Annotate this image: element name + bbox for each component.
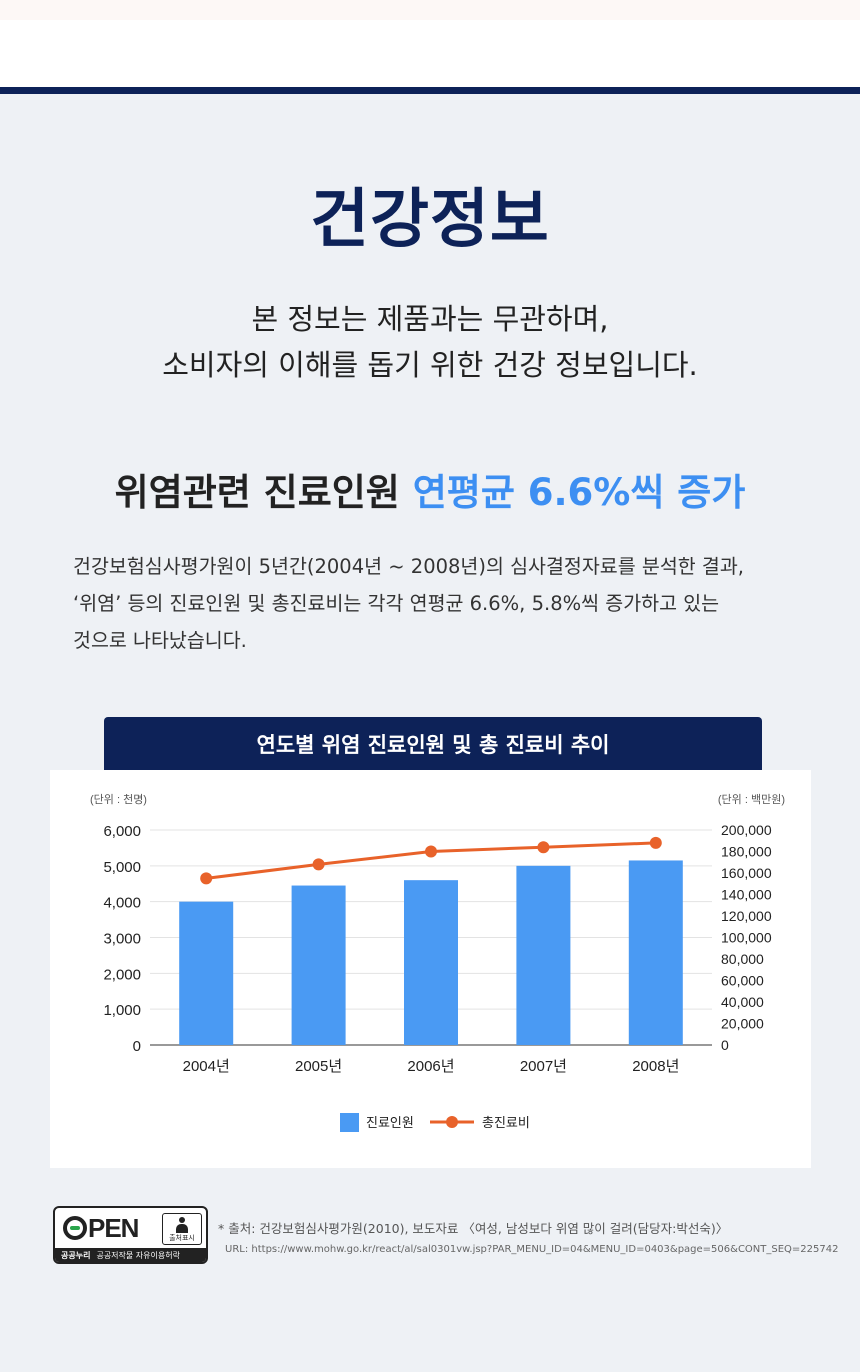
right-tick-label: 200,000	[721, 822, 772, 838]
combo-chart: (단위 : 천명) (단위 : 백만원) 0 1,000 2,000 3,000 4,000…	[90, 792, 785, 1132]
right-tick-label: 40,000	[721, 994, 764, 1010]
open-license-logo: PEN 출처표시 공공누리 공공저작물 자유이용허락	[53, 1206, 208, 1264]
line-point	[649, 836, 662, 849]
x-tick-label: 2004년	[183, 1058, 230, 1075]
left-axis-unit: (단위 : 천명)	[90, 792, 147, 806]
right-tick-label: 80,000	[721, 951, 764, 967]
attribution-badge: 출처표시	[162, 1213, 202, 1245]
open-logo-wordmark: PEN	[63, 1213, 139, 1244]
description-line-1: 건강보험심사평가원이 5년간(2004년 ~ 2008년)의 심사결정자료를 분…	[73, 555, 744, 578]
legend-line-marker	[446, 1116, 458, 1128]
intro-line-2: 소비자의 이해를 돕기 위한 건강 정보입니다.	[162, 348, 698, 382]
headline-highlight: 연평균 6.6%씩 증가	[412, 471, 746, 514]
legend-bar-label: 진료인원	[366, 1115, 414, 1130]
footer: PEN 출처표시 공공누리 공공저작물 자유이용허락 * 출처: 건강보험심사평가…	[53, 1206, 838, 1266]
chart-title-banner: 연도별 위염 진료인원 및 총 진료비 추이	[104, 717, 762, 771]
description: 건강보험심사평가원이 5년간(2004년 ~ 2008년)의 심사결정자료를 분…	[73, 548, 813, 659]
right-tick-label: 140,000	[721, 887, 772, 903]
right-tick-label: 120,000	[721, 908, 772, 924]
x-tick-label: 2005년	[295, 1058, 342, 1075]
chart-card: (단위 : 천명) (단위 : 백만원) 0 1,000 2,000 3,000 4,000…	[50, 770, 811, 1168]
x-tick-label: 2006년	[407, 1058, 454, 1075]
bar	[291, 885, 346, 1045]
bar	[628, 860, 683, 1045]
line-point	[425, 845, 437, 858]
right-tick-label: 100,000	[721, 930, 772, 946]
x-tick-label: 2008년	[632, 1058, 679, 1075]
left-tick-label: 3,000	[103, 931, 141, 948]
line-point	[537, 841, 550, 854]
legend-line-label: 총진료비	[482, 1115, 530, 1130]
right-tick-label: 60,000	[721, 973, 764, 989]
bar	[516, 865, 571, 1045]
top-banner-area	[0, 20, 860, 87]
right-tick-label: 20,000	[721, 1016, 764, 1032]
right-tick-label: 180,000	[721, 844, 772, 860]
top-strip	[0, 0, 860, 20]
open-license-caption: 공공누리 공공저작물 자유이용허락	[55, 1248, 206, 1262]
legend-bar-swatch	[340, 1113, 359, 1132]
bar	[179, 901, 234, 1045]
left-tick-label: 2,000	[103, 966, 141, 983]
left-tick-label: 4,000	[103, 895, 141, 912]
intro-text: 본 정보는 제품과는 무관하며, 소비자의 이해를 돕기 위한 건강 정보입니다…	[0, 296, 860, 388]
left-tick-label: 1,000	[103, 1002, 141, 1019]
page-title: 건강정보	[310, 183, 550, 257]
top-divider	[0, 87, 860, 94]
headline: 위염관련 진료인원 연평균 6.6%씩 증가	[0, 462, 860, 516]
source-url: URL: https://www.mohw.go.kr/react/al/sal…	[225, 1244, 839, 1255]
intro-line-1: 본 정보는 제품과는 무관하며,	[251, 302, 609, 336]
headline-dark: 위염관련 진료인원	[114, 471, 413, 514]
description-line-2: ‘위염’ 등의 진료인원 및 총진료비는 각각 연평균 6.6%, 5.8%씩 …	[73, 592, 720, 615]
line-point	[200, 872, 213, 885]
description-line-3: 것으로 나타났습니다.	[73, 629, 247, 652]
person-icon	[176, 1217, 188, 1233]
x-tick-label: 2007년	[520, 1058, 567, 1075]
left-tick-label: 0	[133, 1038, 141, 1055]
right-axis-unit: (단위 : 백만원)	[718, 793, 785, 806]
right-tick-label: 160,000	[721, 865, 772, 881]
source-text: * 출처: 건강보험심사평가원(2010), 보도자료 〈여성, 남성보다 위염…	[218, 1221, 729, 1236]
left-tick-label: 5,000	[103, 859, 141, 876]
attribution-badge-label: 출처표시	[169, 1234, 195, 1242]
left-tick-label: 6,000	[103, 823, 141, 840]
line-point	[312, 858, 325, 871]
right-tick-label: 0	[721, 1037, 729, 1053]
open-o-icon	[63, 1216, 87, 1240]
bar	[404, 880, 458, 1045]
